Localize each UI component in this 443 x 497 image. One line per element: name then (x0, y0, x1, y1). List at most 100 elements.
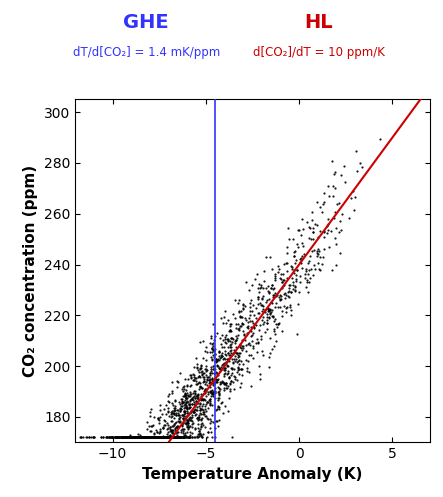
Point (176, 417, 183, 425)
Point (208, 332, 215, 340)
Point (174, 417, 181, 425)
Point (125, 433, 132, 441)
Point (211, 389, 218, 397)
Point (235, 296, 242, 304)
Point (156, 433, 163, 441)
Point (262, 306, 269, 314)
Point (280, 282, 287, 290)
Point (186, 393, 193, 401)
Point (192, 401, 199, 409)
Point (124, 433, 131, 441)
Point (174, 422, 181, 430)
Point (352, 148, 359, 156)
Point (207, 365, 214, 373)
Point (233, 332, 240, 340)
Point (160, 433, 167, 441)
Point (155, 433, 162, 441)
Point (213, 356, 220, 364)
Point (203, 414, 210, 422)
Point (279, 284, 286, 292)
Point (225, 328, 233, 335)
Point (224, 355, 231, 363)
Point (169, 410, 176, 417)
Point (264, 306, 271, 314)
Point (165, 397, 172, 405)
Point (186, 392, 193, 400)
Point (169, 426, 176, 434)
Point (320, 189, 327, 197)
Point (177, 396, 184, 404)
Point (162, 421, 169, 429)
Point (157, 433, 164, 441)
Point (247, 299, 254, 307)
Point (326, 243, 333, 251)
Point (127, 433, 134, 441)
Point (266, 349, 273, 357)
Point (139, 433, 146, 441)
Point (160, 433, 167, 441)
Point (176, 418, 183, 426)
Point (189, 394, 196, 402)
Point (156, 433, 163, 441)
Point (272, 276, 279, 284)
Point (235, 349, 242, 357)
Point (172, 418, 179, 426)
Point (261, 308, 268, 316)
Point (233, 376, 241, 384)
Point (174, 433, 181, 441)
Point (194, 406, 201, 414)
Point (198, 395, 206, 403)
Point (194, 430, 201, 438)
Point (254, 284, 261, 292)
Point (170, 433, 177, 441)
Point (153, 433, 160, 441)
Point (210, 387, 217, 395)
Point (291, 287, 299, 295)
Point (190, 408, 197, 416)
Point (321, 198, 328, 206)
Point (222, 381, 229, 389)
Point (237, 343, 244, 351)
Point (210, 353, 218, 361)
Point (148, 433, 155, 441)
Point (203, 392, 210, 400)
Point (121, 433, 128, 441)
Point (112, 433, 119, 441)
Point (151, 433, 158, 441)
Point (138, 433, 145, 441)
Point (200, 369, 207, 377)
Point (150, 433, 157, 441)
Point (196, 430, 203, 438)
Point (206, 378, 213, 386)
Point (166, 433, 173, 441)
Point (316, 266, 323, 274)
Point (137, 433, 144, 441)
Point (226, 327, 233, 335)
Point (293, 256, 300, 264)
Point (218, 343, 225, 351)
Point (142, 433, 149, 441)
Point (152, 433, 159, 441)
Point (161, 417, 168, 425)
Point (247, 351, 254, 359)
Point (181, 398, 188, 406)
Point (270, 285, 277, 293)
Point (250, 319, 257, 327)
Point (175, 433, 182, 441)
Point (215, 347, 222, 355)
Point (178, 405, 185, 413)
Point (181, 405, 188, 413)
Point (260, 313, 267, 321)
Point (190, 400, 198, 408)
Point (198, 421, 205, 429)
Point (232, 325, 239, 332)
Point (146, 422, 153, 430)
Point (232, 352, 239, 360)
Point (127, 433, 134, 441)
Point (179, 419, 187, 427)
Point (244, 322, 251, 330)
Point (253, 304, 260, 312)
Point (167, 433, 174, 441)
Point (216, 380, 223, 388)
Point (187, 413, 194, 420)
